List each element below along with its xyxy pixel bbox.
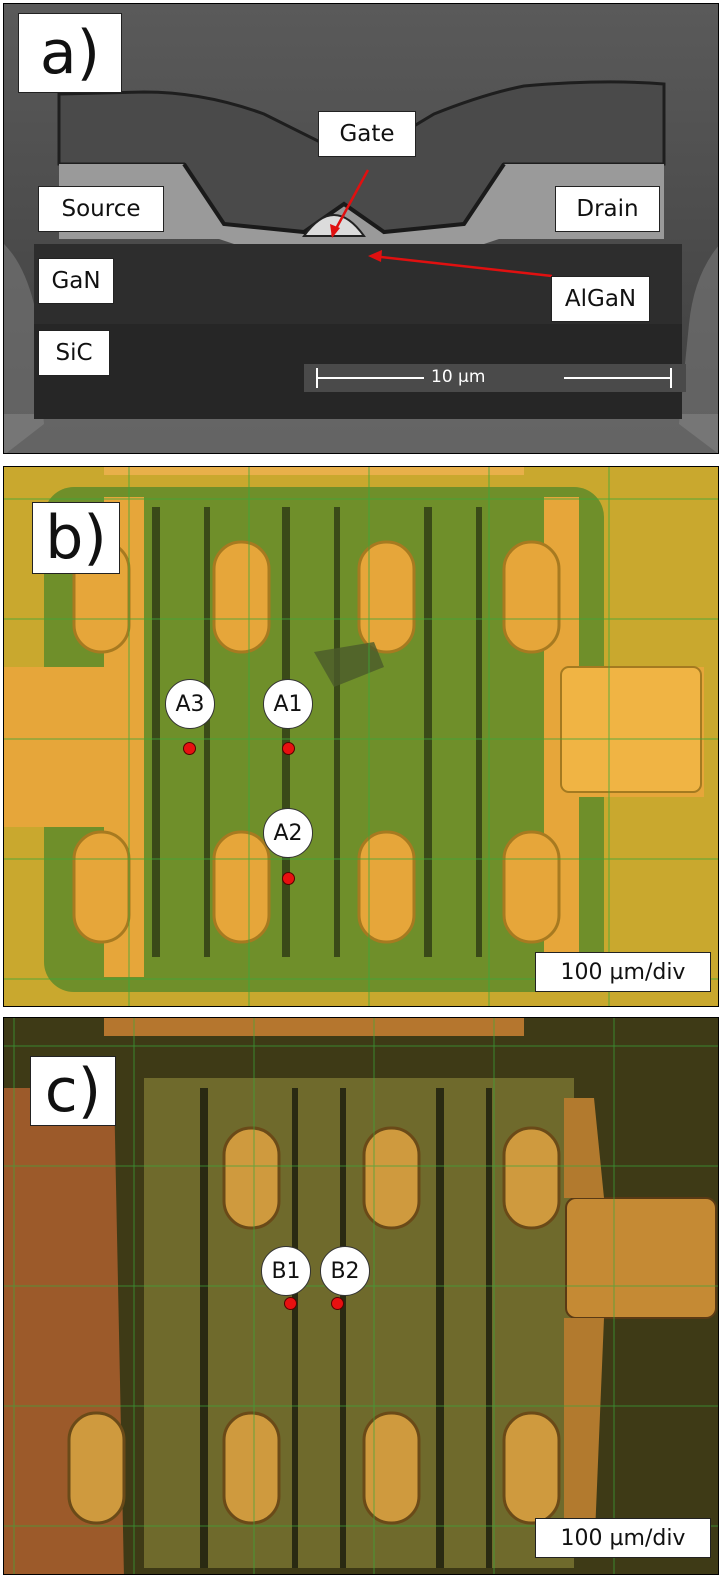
- optical-micrograph-panel-c: c) B1 B2 100 µm/div: [3, 1017, 719, 1575]
- point-marker-a1: [282, 742, 295, 755]
- sem-cross-section-panel: a) Gate Source Drain GaN AlGaN SiC 10 µm: [3, 3, 719, 454]
- point-label-a2: A2: [263, 808, 313, 858]
- point-label-a1: A1: [263, 679, 313, 729]
- point-label-a3: A3: [165, 679, 215, 729]
- point-marker-b2: [331, 1297, 344, 1310]
- sem-image: [4, 4, 718, 453]
- micrograph-image-b: [4, 467, 718, 1006]
- sic-label: SiC: [38, 330, 110, 376]
- optical-micrograph-panel-b: b) A3 A1 A2 100 µm/div: [3, 466, 719, 1007]
- source-label: Source: [38, 186, 164, 232]
- point-marker-b1: [284, 1297, 297, 1310]
- point-marker-a2: [282, 872, 295, 885]
- drain-label: Drain: [555, 186, 660, 232]
- micrograph-image-c: [4, 1018, 718, 1574]
- panel-letter-c: c): [30, 1056, 116, 1126]
- panel-letter-a: a): [18, 13, 122, 93]
- gate-label: Gate: [318, 111, 416, 157]
- gan-label: GaN: [38, 258, 114, 304]
- panel-letter-b: b): [32, 502, 120, 574]
- point-label-b2: B2: [320, 1246, 370, 1296]
- algan-arrow: [371, 254, 553, 278]
- algan-label: AlGaN: [551, 276, 650, 322]
- scale-label-c: 100 µm/div: [535, 1518, 711, 1558]
- point-marker-a3: [183, 742, 196, 755]
- point-label-b1: B1: [261, 1246, 311, 1296]
- scale-bar-label: 10 µm: [427, 367, 490, 387]
- scale-label-b: 100 µm/div: [535, 952, 711, 992]
- gate-arrow: [330, 169, 370, 237]
